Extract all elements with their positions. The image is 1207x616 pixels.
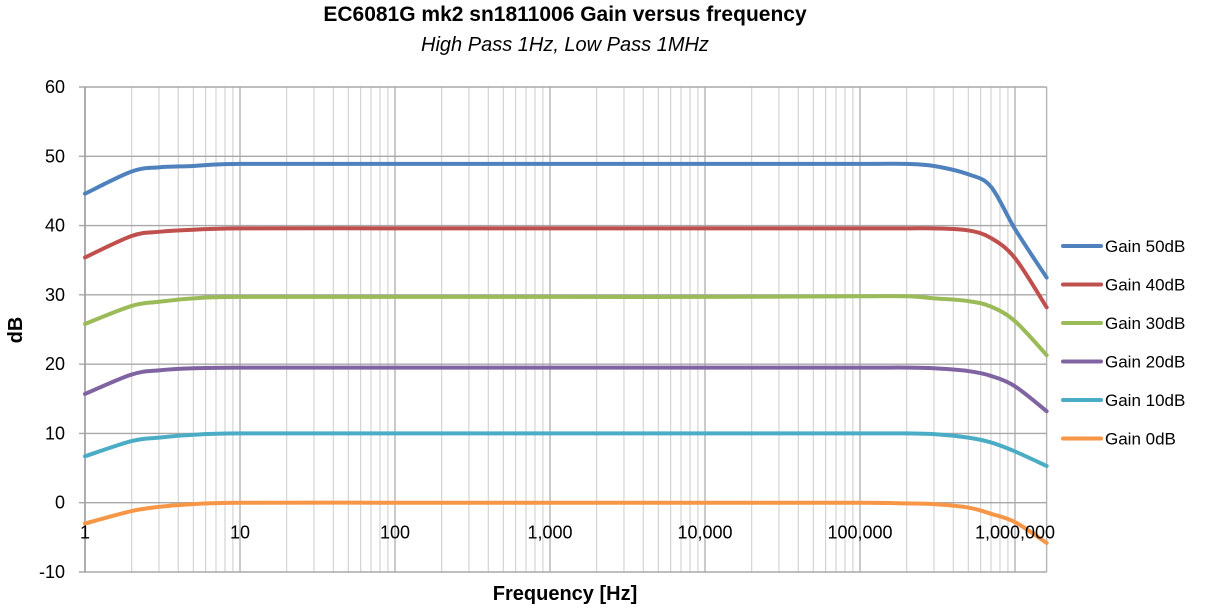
series-line-gain-50db [83,161,1049,280]
chart-subtitle: High Pass 1Hz, Low Pass 1MHz [421,34,709,56]
x-tick-label: 100 [380,523,410,543]
legend-label: Gain 20dB [1105,353,1185,372]
y-tick-label: 60 [45,77,65,97]
x-tick-label: 1,000 [527,523,572,543]
y-tick-label: 10 [45,423,65,443]
x-tick-label: 1,000,000 [975,523,1055,543]
y-tick-label: 50 [45,146,65,166]
chart-title: EC6081G mk2 sn1811006 Gain versus freque… [323,3,807,26]
legend-item: Gain 0dB [1061,430,1176,449]
legend-label: Gain 30dB [1105,314,1185,333]
x-axis-ticks: 1 10 100 1,000 10,000 100,000 1,000,000 [80,523,1055,543]
x-tick-label: 1 [80,523,90,543]
series-line-gain-20db [83,365,1049,414]
y-tick-label: 30 [45,285,65,305]
x-tick-label: 10,000 [677,523,732,543]
minor-gridlines [131,87,1009,572]
series-line-gain-10db [83,431,1049,468]
series-line-gain-30db [83,294,1049,358]
x-tick-label: 10 [230,523,250,543]
legend-label: Gain 0dB [1105,430,1176,449]
y-axis-ticks: 60 50 40 30 20 10 0 -10 [39,77,65,582]
y-tick-label: -10 [39,562,65,582]
y-tick-label: 20 [45,354,65,374]
series-lines [83,161,1049,545]
legend-item: Gain 30dB [1061,314,1185,333]
legend-item: Gain 20dB [1061,353,1185,372]
legend-item: Gain 50dB [1061,237,1185,256]
x-axis-label: Frequency [Hz] [493,583,637,605]
y-tick-label: 40 [45,216,65,236]
x-tick-label: 100,000 [827,523,892,543]
legend-label: Gain 50dB [1105,237,1185,256]
legend-label: Gain 40dB [1105,276,1185,295]
y-axis-label: dB [5,317,27,344]
legend: Gain 50dB Gain 40dB Gain 30dB Gain 20dB Gain… [1061,237,1185,449]
major-gridlines [79,86,1048,573]
series-line-gain-0db [83,500,1049,545]
series-line-gain-40db [83,226,1049,310]
legend-item: Gain 10dB [1061,391,1185,410]
y-tick-label: 0 [55,493,65,513]
legend-item: Gain 40dB [1061,276,1185,295]
legend-label: Gain 10dB [1105,391,1185,410]
